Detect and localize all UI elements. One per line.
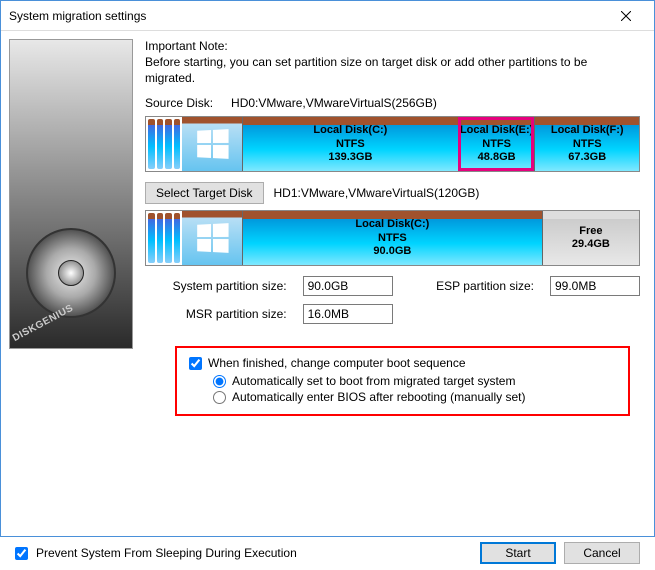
partition[interactable]: Local Disk(E:)NTFS48.8GB [458, 117, 535, 171]
os-partition[interactable] [182, 211, 242, 265]
prevent-sleep-label[interactable]: Prevent System From Sleeping During Exec… [36, 546, 297, 560]
system-size-label: System partition size: [145, 279, 287, 293]
source-disk-row: Source Disk: HD0:VMware,VMwareVirtualS(2… [145, 96, 640, 110]
prevent-sleep-checkbox[interactable] [15, 547, 28, 560]
source-disk-value: HD0:VMware,VMwareVirtualS(256GB) [231, 96, 437, 110]
note-text: Before starting, you can set partition s… [145, 55, 640, 86]
target-disk-value: HD1:VMware,VMwareVirtualS(120GB) [274, 186, 480, 200]
partition-name: Local Disk(F:) [551, 124, 624, 137]
esp-size-input[interactable] [550, 276, 640, 296]
windows-icon [197, 129, 228, 159]
reserved-stripes [146, 117, 182, 171]
partition[interactable]: Free29.4GB [542, 211, 639, 265]
note-title: Important Note: [145, 39, 640, 53]
close-button[interactable] [606, 2, 646, 30]
main-panel: Important Note: Before starting, you can… [141, 31, 654, 536]
partition-name: Local Disk(C:) [313, 124, 387, 137]
sidebar: DISKGENIUS [1, 31, 141, 536]
titlebar: System migration settings [1, 1, 654, 31]
esp-size-label: ESP partition size: [409, 279, 534, 293]
boot-sequence-label[interactable]: When finished, change computer boot sequ… [208, 356, 466, 370]
close-icon [621, 11, 631, 21]
partition-fs: NTFS [482, 138, 511, 151]
partition-size: 48.8GB [478, 151, 516, 164]
msr-size-input[interactable] [303, 304, 393, 324]
partition-size-form: System partition size: ESP partition siz… [145, 276, 640, 324]
content: DISKGENIUS Important Note: Before starti… [1, 31, 654, 536]
partition[interactable]: Local Disk(F:)NTFS67.3GB [534, 117, 639, 171]
boot-auto-label[interactable]: Automatically set to boot from migrated … [232, 374, 515, 388]
boot-sequence-checkbox[interactable] [189, 357, 202, 370]
msr-size-label: MSR partition size: [145, 307, 287, 321]
system-size-input[interactable] [303, 276, 393, 296]
footer: Prevent System From Sleeping During Exec… [1, 536, 654, 570]
partition-fs: NTFS [336, 138, 365, 151]
target-disk-bar: Local Disk(C:)NTFS90.0GBFree29.4GB [145, 210, 640, 266]
reserved-stripes [146, 211, 182, 265]
disk-illustration: DISKGENIUS [9, 39, 133, 349]
target-disk-row: Select Target Disk HD1:VMware,VMwareVirt… [145, 182, 640, 204]
boot-sequence-group: When finished, change computer boot sequ… [175, 346, 630, 416]
source-disk-label: Source Disk: [145, 96, 213, 110]
windows-icon [197, 223, 228, 253]
partition-fs: NTFS [573, 138, 602, 151]
partition-size: 139.3GB [328, 151, 372, 164]
partition-fs: NTFS [378, 232, 407, 245]
boot-auto-radio[interactable] [213, 375, 226, 388]
window-title: System migration settings [9, 9, 606, 23]
partition-size: 29.4GB [572, 238, 610, 251]
partition[interactable]: Local Disk(C:)NTFS139.3GB [242, 117, 458, 171]
partition-name: Local Disk(C:) [355, 218, 429, 231]
partition-size: 90.0GB [373, 245, 411, 258]
os-partition[interactable] [182, 117, 242, 171]
boot-bios-radio[interactable] [213, 391, 226, 404]
start-button[interactable]: Start [480, 542, 556, 564]
select-target-disk-button[interactable]: Select Target Disk [145, 182, 264, 204]
boot-bios-label[interactable]: Automatically enter BIOS after rebooting… [232, 390, 525, 404]
partition-name: Free [579, 225, 602, 238]
partition[interactable]: Local Disk(C:)NTFS90.0GB [242, 211, 542, 265]
cancel-button[interactable]: Cancel [564, 542, 640, 564]
source-disk-bar: Local Disk(C:)NTFS139.3GBLocal Disk(E:)N… [145, 116, 640, 172]
partition-name: Local Disk(E:) [460, 124, 533, 137]
partition-size: 67.3GB [568, 151, 606, 164]
